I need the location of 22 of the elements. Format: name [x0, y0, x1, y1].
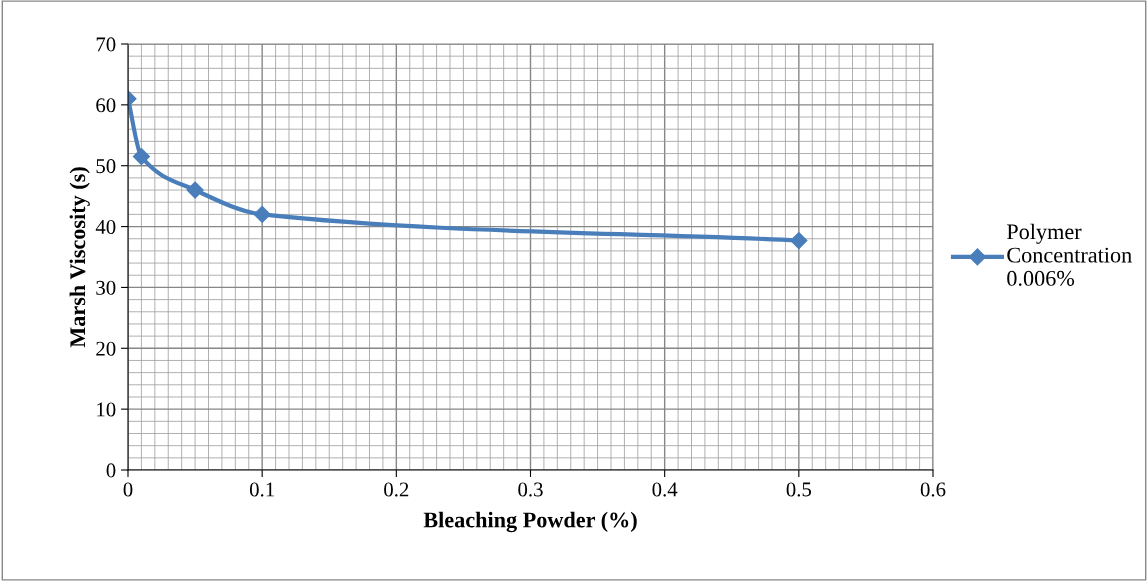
- point: [186, 181, 204, 199]
- y-tick-label: 20: [96, 341, 116, 356]
- x-tick-label: 0: [123, 482, 133, 497]
- legend-label: Polymer Concentration 0.006%: [1006, 223, 1132, 286]
- y-tick-label: 70: [96, 37, 116, 52]
- x-axis-title: Bleaching Powder (%): [423, 511, 637, 533]
- y-tick-label: 40: [95, 219, 116, 234]
- y-tick-label: 60: [96, 98, 116, 113]
- x-tick-label: 0.6: [920, 482, 946, 497]
- x-tick-label: 0.1: [249, 482, 274, 497]
- y-tick-label: 0: [106, 463, 116, 478]
- point: [790, 232, 808, 250]
- point: [253, 205, 271, 223]
- y-tick-label: 50: [96, 159, 116, 174]
- x-tick-label: 0.3: [518, 482, 543, 497]
- x-tick-label: 0.2: [384, 482, 409, 497]
- y-tick-label: 30: [96, 280, 116, 295]
- point: [132, 148, 150, 166]
- y-tick-label: 10: [97, 402, 116, 417]
- x-tick-label: 0.4: [652, 482, 678, 497]
- y-axis-title: Marsh Viscosity (s): [69, 167, 90, 348]
- x-tick-label: 0.5: [786, 482, 812, 497]
